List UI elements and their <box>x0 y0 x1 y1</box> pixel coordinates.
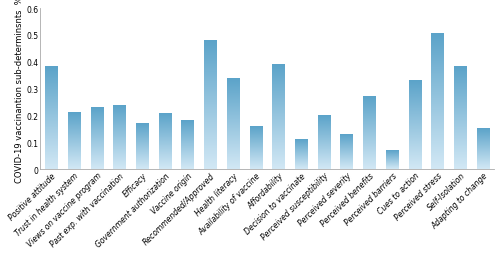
Y-axis label: COVID-19 vaccinantion sub-determinsnts  %: COVID-19 vaccinantion sub-determinsnts % <box>14 0 24 182</box>
